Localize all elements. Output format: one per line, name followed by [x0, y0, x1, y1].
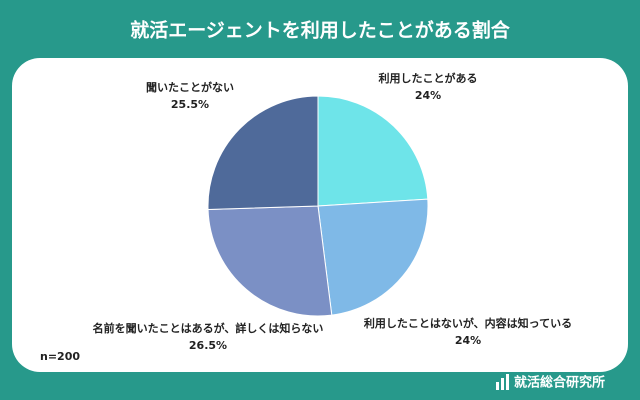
slice-value-label: 24%: [455, 334, 481, 347]
slice-label: 名前を聞いたことはあるが、詳しくは知らない: [93, 321, 324, 335]
pie-slice: [207, 95, 319, 210]
note: n=200: [40, 350, 80, 363]
slice-value-label: 26.5%: [189, 339, 227, 352]
slice-label: 利用したことがある: [379, 71, 478, 85]
pie-slice: [317, 95, 429, 207]
slice-label: 聞いたことがない: [146, 80, 234, 94]
source: 就活総合研究所: [514, 375, 605, 391]
pie-slice: [207, 205, 333, 317]
pie-slice: [317, 198, 429, 316]
brand-icon: [496, 374, 509, 390]
slice-label: 利用したことはないが、内容は知っている: [364, 316, 572, 330]
slice-value-label: 24%: [415, 89, 441, 102]
chart-title: 就活エージェントを利用したことがある割合: [130, 19, 511, 42]
slice-value-label: 25.5%: [171, 98, 209, 111]
